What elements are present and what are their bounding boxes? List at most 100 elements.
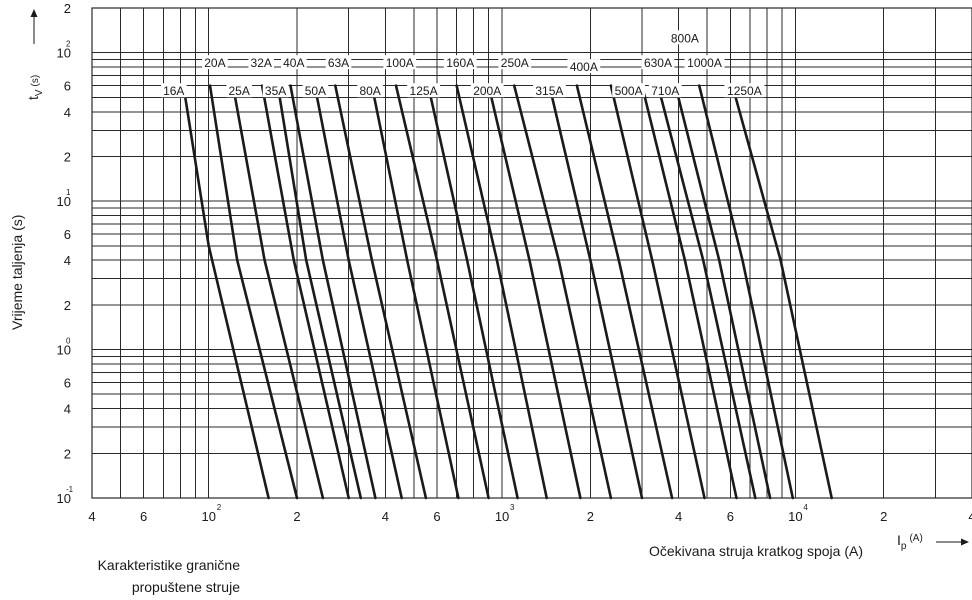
curve-label-63A: 63A bbox=[328, 56, 349, 70]
curve-25A bbox=[231, 84, 325, 500]
curve-1000A bbox=[697, 84, 795, 500]
curve-800A bbox=[674, 84, 772, 500]
curve-label-35A: 35A bbox=[265, 84, 286, 98]
curve-label-500A: 500A bbox=[615, 84, 643, 98]
curve-63A bbox=[334, 84, 428, 500]
curve-label-200A: 200A bbox=[473, 84, 501, 98]
x-tick-label: 2 bbox=[293, 509, 300, 524]
curve-35A bbox=[276, 84, 363, 500]
curve-250A bbox=[512, 84, 613, 500]
y-tick-label: 4 bbox=[64, 402, 71, 417]
x-tick-label: 6 bbox=[433, 509, 440, 524]
x-tick-exponent: 2 bbox=[217, 503, 222, 512]
curve-label-80A: 80A bbox=[359, 84, 380, 98]
y-tick-label: 4 bbox=[64, 105, 71, 120]
x-tick-label: 2 bbox=[587, 509, 594, 524]
curve-label-bg bbox=[567, 59, 601, 74]
x-tick-label: 2 bbox=[880, 509, 887, 524]
y-tick-label: 10 bbox=[57, 491, 71, 506]
curve-label-1250A: 1250A bbox=[727, 84, 762, 98]
curve-label-bg bbox=[202, 55, 228, 70]
curve-label-bg bbox=[443, 55, 477, 70]
y-tick-label: 6 bbox=[64, 79, 71, 94]
curve-label-bg bbox=[325, 55, 352, 70]
y-tick-label: 10 bbox=[57, 46, 71, 61]
y-tick-exponent: 2 bbox=[66, 40, 71, 49]
curve-100A bbox=[394, 84, 490, 500]
curve-label-bg bbox=[648, 83, 682, 98]
chart-caption: Karakteristike granične propuštene struj… bbox=[60, 554, 240, 598]
x-tick-label: 4 bbox=[382, 509, 389, 524]
curve-label-32A: 32A bbox=[251, 56, 272, 70]
curve-500A bbox=[609, 84, 706, 500]
y-tick-exponent: -1 bbox=[66, 485, 74, 494]
curve-label-400A: 400A bbox=[570, 60, 598, 74]
curve-label-50A: 50A bbox=[305, 84, 326, 98]
curve-label-315A: 315A bbox=[535, 84, 563, 98]
y-symbol-sub: V bbox=[34, 89, 45, 96]
y-tick-label: 10 bbox=[57, 194, 71, 209]
y-axis-title: Vrijeme taljenja (s) bbox=[9, 215, 25, 330]
y-tick-exponent: 1 bbox=[66, 188, 71, 197]
curve-400A bbox=[575, 84, 674, 500]
fuse-curves bbox=[182, 84, 833, 500]
curve-16A bbox=[182, 84, 270, 500]
x-tick-label: 6 bbox=[727, 509, 734, 524]
curve-label-bg bbox=[612, 83, 645, 98]
x-tick-label: 10 bbox=[788, 509, 802, 524]
curve-160A bbox=[455, 84, 548, 500]
curve-32A bbox=[260, 84, 350, 500]
caption-line-1: Karakteristike granične bbox=[97, 557, 240, 573]
curve-label-710A: 710A bbox=[651, 84, 679, 98]
curve-label-20A: 20A bbox=[204, 56, 225, 70]
y-tick-exponent: 0 bbox=[66, 337, 71, 346]
curve-125A bbox=[426, 84, 519, 500]
axis-ticks: 461022461032461042410-124610024610124610… bbox=[57, 1, 972, 524]
curve-label-bg bbox=[470, 83, 504, 98]
curve-label-125A: 125A bbox=[410, 84, 438, 98]
curve-label-bg bbox=[160, 83, 187, 98]
curve-315A bbox=[548, 84, 644, 500]
y-tick-label: 6 bbox=[64, 375, 71, 390]
x-tick-label: 4 bbox=[968, 509, 972, 524]
curve-label-bg bbox=[357, 83, 383, 98]
x-tick-label: 4 bbox=[675, 509, 682, 524]
x-axis-symbol: Ip(A) bbox=[897, 532, 923, 552]
svg-text:tV(s): tV (s) bbox=[25, 75, 45, 100]
curve-1250A bbox=[731, 84, 833, 500]
x-tick-label: 10 bbox=[201, 509, 215, 524]
curve-label-bg bbox=[407, 83, 440, 98]
x-axis-title: Očekivana struja kratkog spoja (A) bbox=[649, 543, 863, 559]
curve-40A bbox=[289, 84, 377, 500]
y-tick-label: 6 bbox=[64, 227, 71, 242]
curve-label-bg bbox=[641, 55, 675, 70]
curve-label-800A: 800A bbox=[671, 31, 699, 45]
curve-label-1000A: 1000A bbox=[687, 56, 722, 70]
x-tick-label: 6 bbox=[140, 509, 147, 524]
x-tick-exponent: 4 bbox=[803, 503, 808, 512]
x-tick-label: 4 bbox=[88, 509, 95, 524]
y-axis-symbol: tV (s) bbox=[25, 75, 45, 100]
curve-label-40A: 40A bbox=[283, 56, 304, 70]
curve-label-bg bbox=[302, 83, 329, 98]
y-tick-label: 2 bbox=[64, 446, 71, 461]
curve-80A bbox=[370, 84, 460, 500]
curve-label-100A: 100A bbox=[386, 56, 414, 70]
y-tick-label: 2 bbox=[64, 1, 71, 16]
curve-label-bg bbox=[724, 83, 765, 98]
curve-630A bbox=[640, 84, 738, 500]
curve-50A bbox=[313, 84, 403, 500]
y-tick-label: 2 bbox=[64, 298, 71, 313]
x-symbol-unit: (A) bbox=[909, 533, 922, 544]
y-symbol: t bbox=[25, 96, 41, 100]
x-tick-label: 10 bbox=[495, 509, 509, 524]
curve-label-bg bbox=[281, 55, 307, 70]
x-axis-arrowhead bbox=[961, 538, 969, 546]
curve-label-bg bbox=[668, 30, 702, 45]
curve-label-bg bbox=[532, 83, 566, 98]
y-tick-label: 10 bbox=[57, 343, 71, 358]
y-tick-label: 2 bbox=[64, 149, 71, 164]
curve-label-bg bbox=[684, 55, 725, 70]
